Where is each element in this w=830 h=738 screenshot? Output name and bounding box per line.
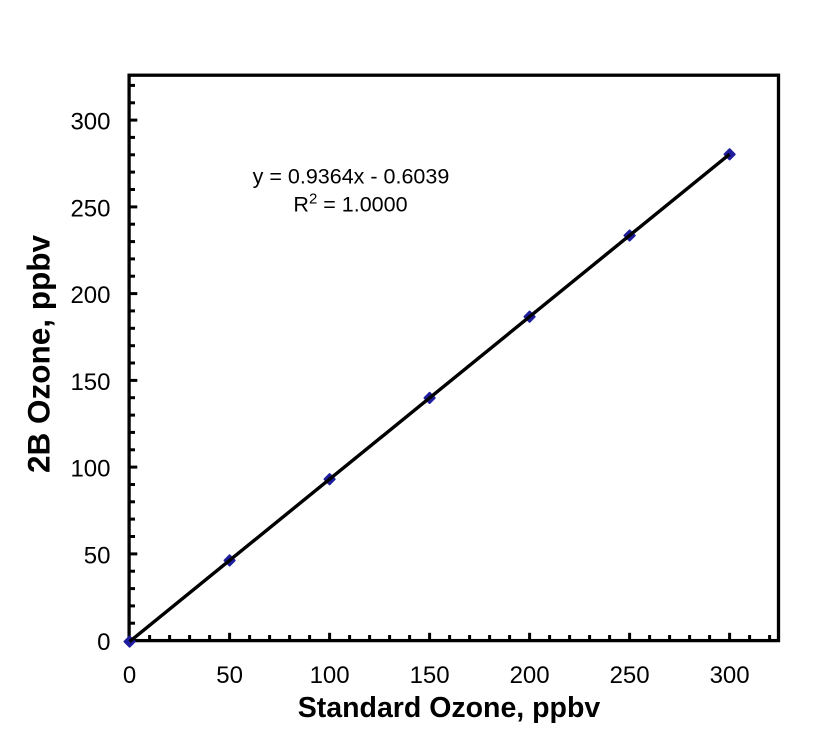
svg-text:0: 0 [97,629,110,656]
svg-text:100: 100 [70,456,110,483]
svg-text:200: 200 [510,662,550,689]
svg-text:y = 0.9364x - 0.6039: y = 0.9364x - 0.6039 [253,165,450,189]
svg-text:50: 50 [216,662,243,689]
svg-text:150: 150 [70,369,110,396]
svg-text:150: 150 [410,662,450,689]
svg-text:Standard Ozone, ppbv: Standard Ozone, ppbv [298,692,601,724]
svg-text:200: 200 [70,282,110,309]
svg-text:100: 100 [310,662,350,689]
svg-text:300: 300 [70,109,110,136]
svg-text:300: 300 [710,662,750,689]
svg-text:0: 0 [123,662,136,689]
svg-text:250: 250 [70,196,110,223]
svg-text:250: 250 [610,662,650,689]
svg-text:50: 50 [84,543,111,570]
svg-text:2B Ozone, ppbv: 2B Ozone, ppbv [21,235,57,474]
svg-text:R2 = 1.0000: R2 = 1.0000 [293,191,407,217]
